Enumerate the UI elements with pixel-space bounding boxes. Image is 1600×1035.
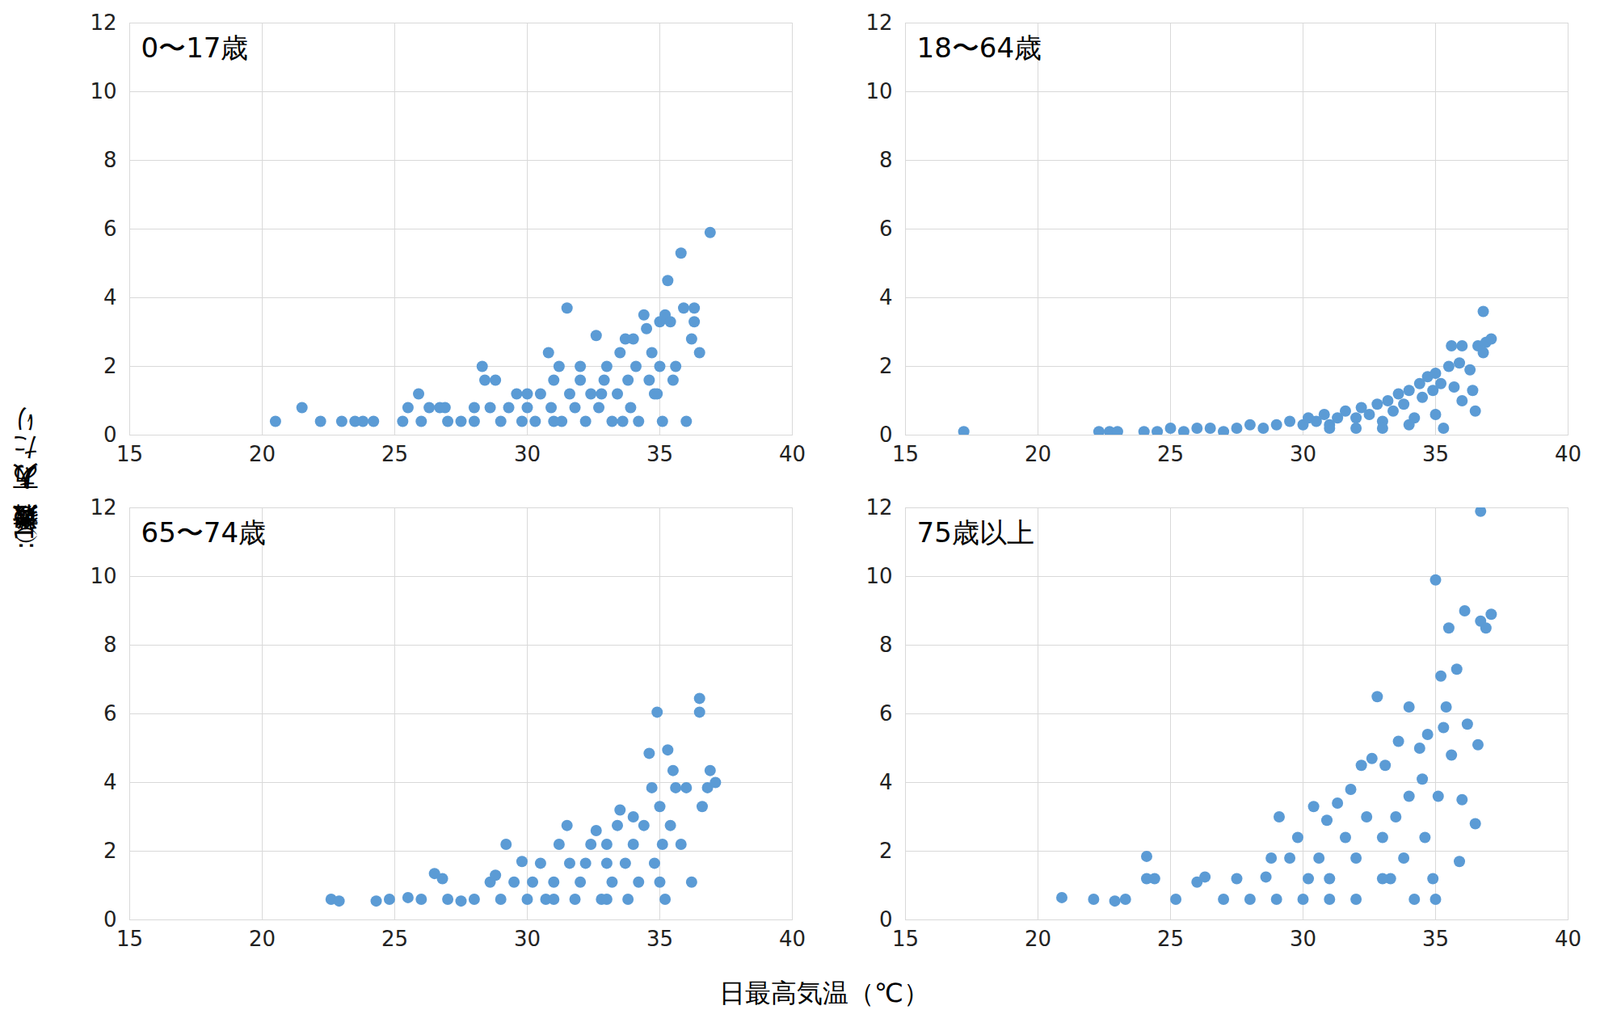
svg-text:25: 25: [381, 926, 409, 952]
svg-text:8: 8: [103, 147, 118, 173]
svg-text:30: 30: [513, 442, 541, 467]
svg-text:12: 12: [865, 495, 893, 520]
svg-text:12: 12: [89, 495, 117, 520]
html-text:搬送者数（人）:10万人あたり: 搬送者数（人）:10万人あたり: [8, 419, 40, 551]
svg-text:20: 20: [248, 442, 276, 467]
svg-text:25: 25: [381, 442, 409, 467]
svg-text:35: 35: [646, 442, 674, 467]
svg-text:35: 35: [646, 926, 674, 952]
svg-text:2: 2: [103, 353, 118, 379]
svg-text:18〜64歳: 18〜64歳: [917, 31, 1043, 64]
svg-text:4: 4: [879, 285, 893, 310]
svg-text:12: 12: [865, 10, 893, 35]
svg-text:0: 0: [103, 422, 118, 447]
svg-text:30: 30: [513, 926, 541, 952]
svg-text:65〜74歳: 65〜74歳: [141, 516, 267, 549]
svg-text:40: 40: [778, 926, 806, 952]
svg-text:15: 15: [892, 926, 919, 952]
svg-text:12: 12: [89, 10, 117, 35]
svg-text:40: 40: [1554, 926, 1582, 952]
svg-text:35: 35: [1422, 442, 1449, 467]
svg-text:6: 6: [879, 701, 893, 726]
svg-text:8: 8: [879, 147, 893, 173]
svg-text:0: 0: [103, 907, 118, 932]
svg-text:0〜17歳: 0〜17歳: [141, 31, 249, 64]
svg-text:0: 0: [879, 907, 893, 932]
svg-text:10: 10: [89, 79, 117, 104]
svg-text:2: 2: [879, 353, 893, 379]
svg-text:15: 15: [116, 442, 144, 467]
svg-text:2: 2: [879, 838, 893, 864]
svg-text:30: 30: [1289, 926, 1317, 952]
svg-text:20: 20: [248, 926, 276, 952]
svg-text:20: 20: [1024, 926, 1052, 952]
svg-text:6: 6: [879, 216, 893, 241]
svg-text:6: 6: [103, 701, 118, 726]
svg-text:4: 4: [103, 770, 118, 795]
svg-text:10: 10: [865, 564, 893, 589]
svg-text:40: 40: [778, 442, 806, 467]
svg-text:30: 30: [1289, 442, 1317, 467]
svg-text:4: 4: [103, 285, 118, 310]
svg-text:20: 20: [1024, 442, 1052, 467]
svg-text:10: 10: [865, 79, 893, 104]
svg-text:25: 25: [1157, 926, 1184, 952]
html-text:日最高気温（℃）: 日最高気温（℃）: [719, 977, 930, 1009]
svg-text:8: 8: [103, 632, 118, 657]
svg-text:0: 0: [879, 422, 893, 447]
svg-text:15: 15: [892, 442, 919, 467]
svg-text:2: 2: [103, 838, 118, 864]
svg-text:8: 8: [879, 632, 893, 657]
svg-text:6: 6: [103, 216, 118, 241]
svg-text:40: 40: [1554, 442, 1582, 467]
svg-text:4: 4: [879, 770, 893, 795]
svg-text:25: 25: [1157, 442, 1184, 467]
svg-text:35: 35: [1422, 926, 1449, 952]
svg-text:10: 10: [89, 564, 117, 589]
svg-text:15: 15: [116, 926, 144, 952]
svg-text:75歳以上: 75歳以上: [917, 516, 1035, 549]
